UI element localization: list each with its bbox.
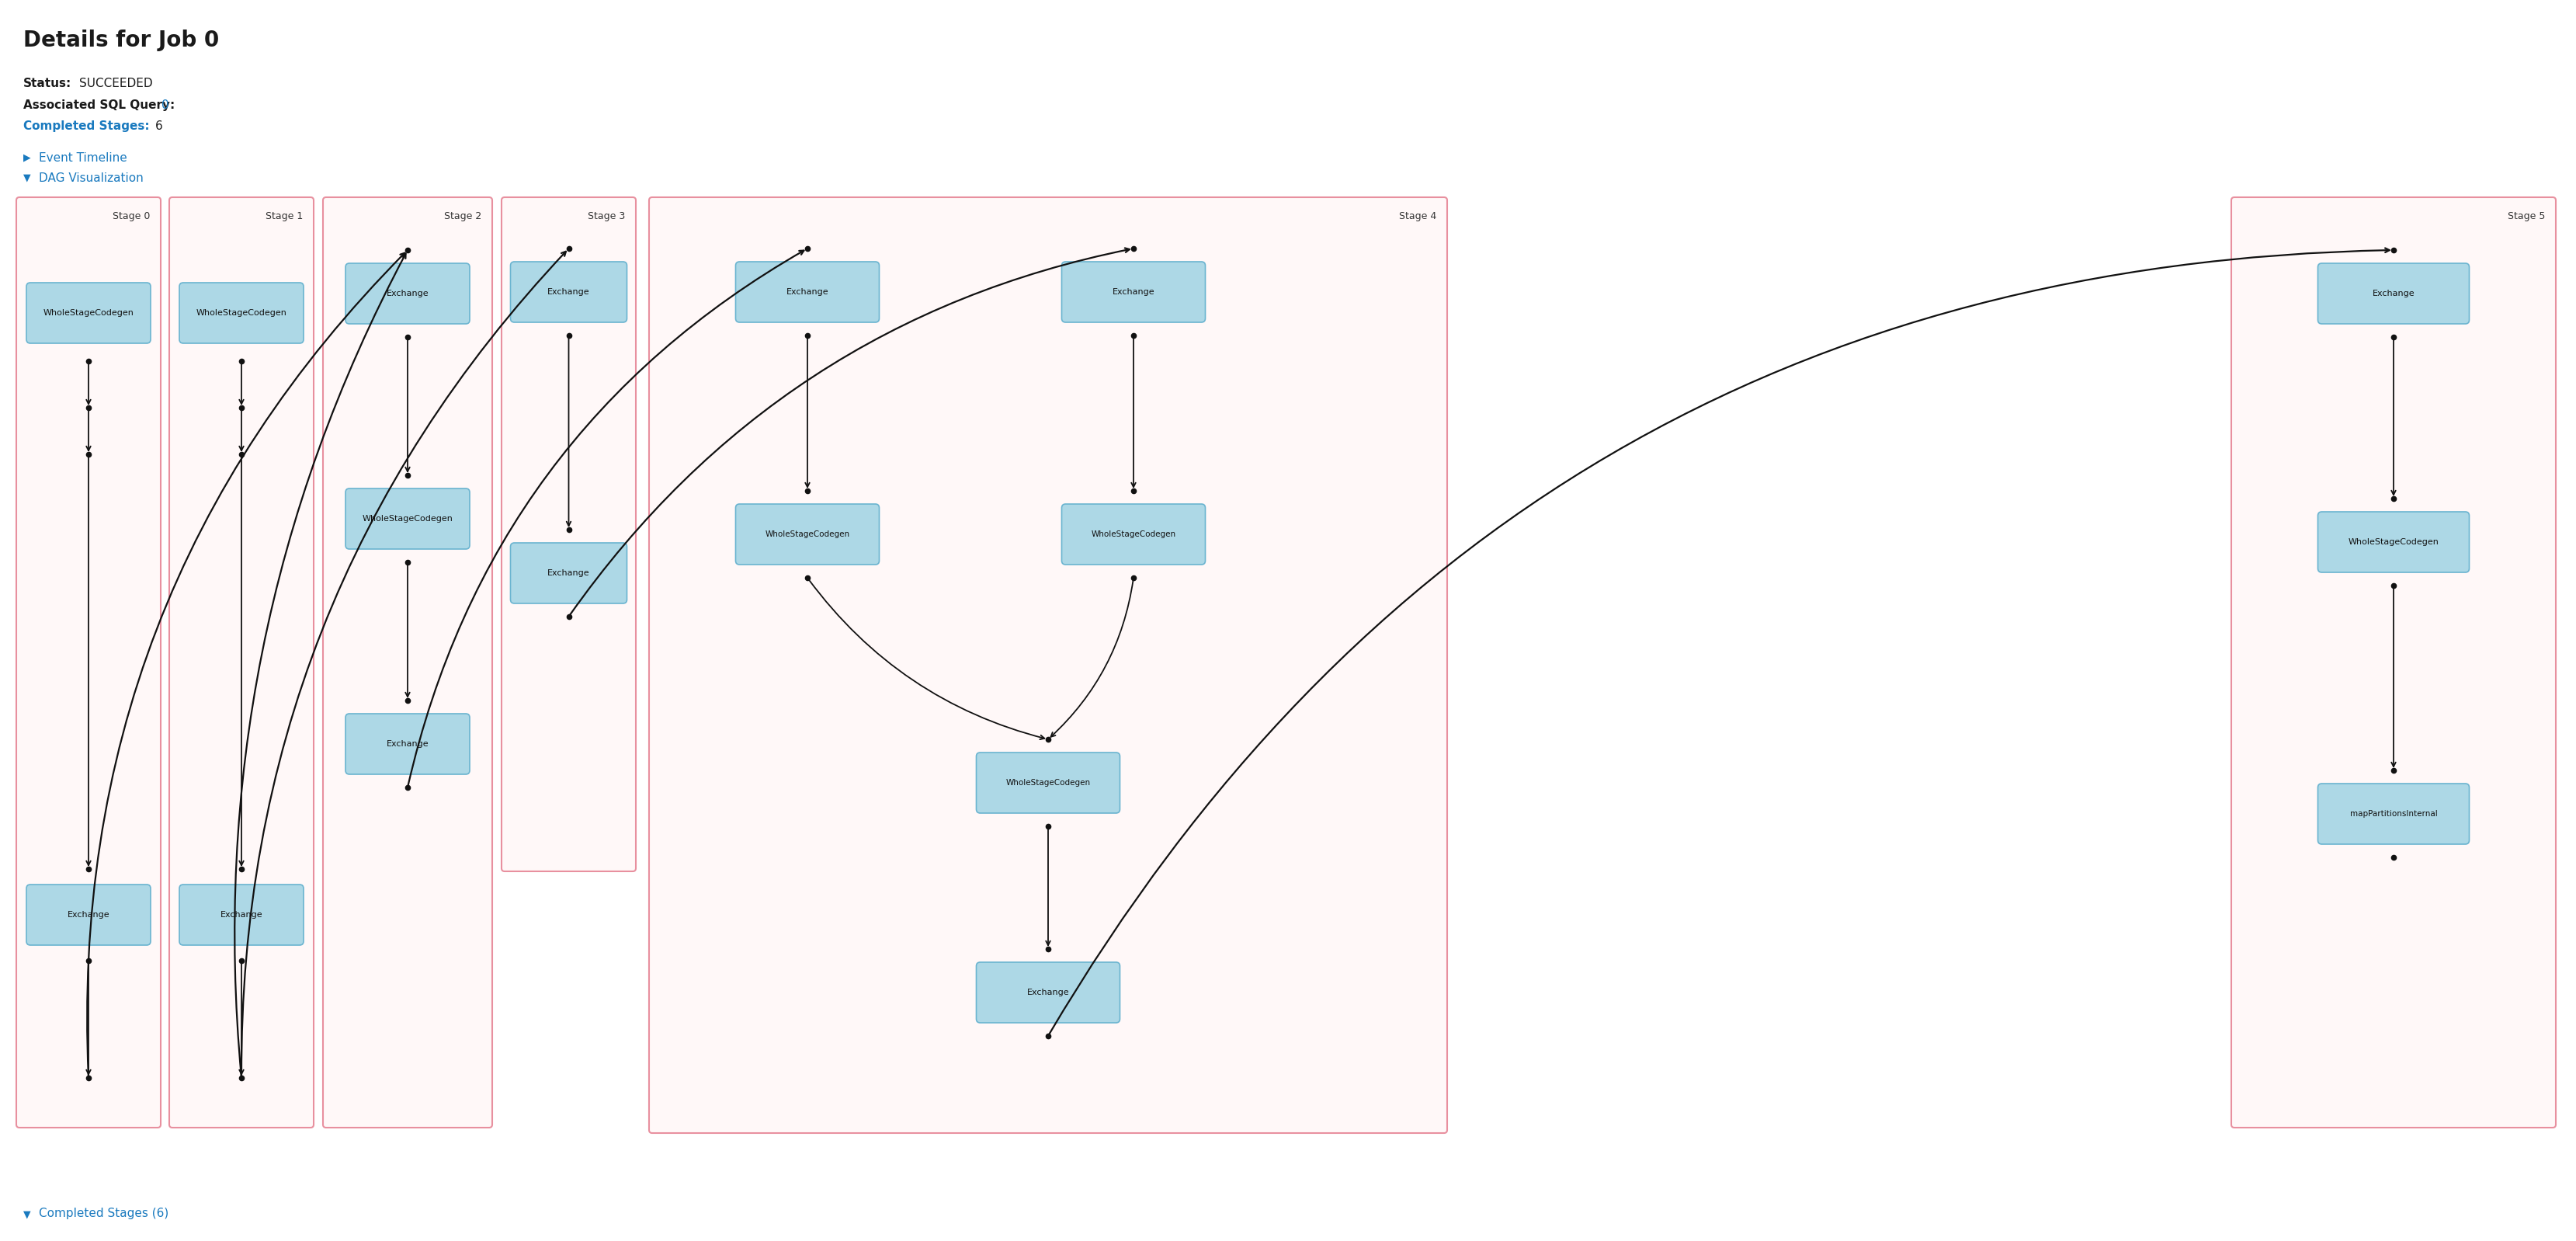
FancyBboxPatch shape	[170, 197, 314, 1128]
FancyBboxPatch shape	[180, 885, 304, 946]
Text: 6: 6	[155, 120, 162, 132]
FancyBboxPatch shape	[1061, 504, 1206, 565]
Text: WholeStageCodegen: WholeStageCodegen	[765, 530, 850, 539]
Text: DAG Visualization: DAG Visualization	[39, 172, 144, 184]
Text: Exchange: Exchange	[219, 911, 263, 918]
Text: Stage 4: Stage 4	[1399, 211, 1437, 221]
Text: Exchange: Exchange	[67, 911, 111, 918]
Text: Completed Stages:: Completed Stages:	[23, 120, 149, 132]
Text: Exchange: Exchange	[386, 289, 428, 298]
FancyBboxPatch shape	[2318, 511, 2470, 572]
FancyBboxPatch shape	[26, 885, 149, 946]
Text: Event Timeline: Event Timeline	[39, 153, 126, 164]
Text: Exchange: Exchange	[786, 288, 829, 295]
FancyBboxPatch shape	[2231, 197, 2555, 1128]
FancyBboxPatch shape	[510, 542, 626, 603]
Text: Stage 0: Stage 0	[113, 211, 149, 221]
FancyBboxPatch shape	[649, 197, 1448, 1133]
FancyBboxPatch shape	[2318, 263, 2470, 324]
Text: 0: 0	[162, 99, 170, 110]
FancyBboxPatch shape	[737, 262, 878, 323]
Text: Stage 3: Stage 3	[587, 211, 626, 221]
Text: ▼: ▼	[23, 1209, 31, 1219]
FancyBboxPatch shape	[737, 504, 878, 565]
Text: WholeStageCodegen: WholeStageCodegen	[2349, 539, 2439, 546]
Text: Stage 5: Stage 5	[2506, 211, 2545, 221]
Text: ▶: ▶	[23, 153, 31, 163]
Text: Exchange: Exchange	[549, 570, 590, 577]
Text: WholeStageCodegen: WholeStageCodegen	[196, 309, 286, 316]
FancyBboxPatch shape	[345, 263, 469, 324]
Text: mapPartitionsInternal: mapPartitionsInternal	[2349, 810, 2437, 818]
Text: Exchange: Exchange	[1028, 989, 1069, 997]
Text: ▼: ▼	[23, 172, 31, 182]
FancyBboxPatch shape	[26, 283, 149, 344]
FancyBboxPatch shape	[345, 714, 469, 774]
Text: WholeStageCodegen: WholeStageCodegen	[44, 309, 134, 316]
Text: Associated SQL Query:: Associated SQL Query:	[23, 99, 175, 110]
Text: Stage 2: Stage 2	[443, 211, 482, 221]
Text: SUCCEEDED: SUCCEEDED	[80, 78, 152, 89]
Text: WholeStageCodegen: WholeStageCodegen	[1005, 779, 1090, 787]
FancyBboxPatch shape	[345, 489, 469, 549]
Text: Exchange: Exchange	[386, 740, 428, 748]
FancyBboxPatch shape	[15, 197, 160, 1128]
Text: Stage 1: Stage 1	[265, 211, 304, 221]
Text: WholeStageCodegen: WholeStageCodegen	[363, 515, 453, 522]
FancyBboxPatch shape	[976, 962, 1121, 1023]
FancyBboxPatch shape	[2318, 783, 2470, 844]
FancyBboxPatch shape	[502, 197, 636, 871]
FancyBboxPatch shape	[976, 752, 1121, 813]
FancyBboxPatch shape	[1061, 262, 1206, 323]
Text: Details for Job 0: Details for Job 0	[23, 30, 219, 51]
Text: Exchange: Exchange	[549, 288, 590, 295]
Text: Status:: Status:	[23, 78, 72, 89]
FancyBboxPatch shape	[180, 283, 304, 344]
Text: Exchange: Exchange	[2372, 289, 2414, 298]
Text: Completed Stages (6): Completed Stages (6)	[39, 1207, 167, 1219]
FancyBboxPatch shape	[510, 262, 626, 323]
Text: WholeStageCodegen: WholeStageCodegen	[1092, 530, 1175, 539]
Text: Exchange: Exchange	[1113, 288, 1154, 295]
FancyBboxPatch shape	[322, 197, 492, 1128]
